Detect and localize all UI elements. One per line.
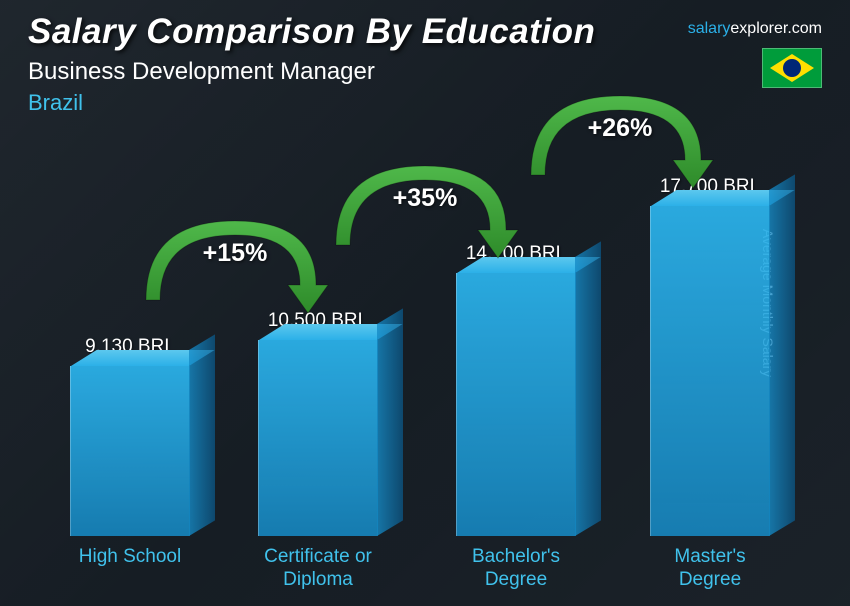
source-prefix: salary (688, 20, 731, 37)
arrow-icon (525, 90, 715, 200)
flag-circle (783, 59, 801, 77)
increase-percent: +26% (588, 114, 653, 143)
bar-chart: 9,130 BRLHigh School 10,500 BRLCertificat… (40, 120, 800, 606)
bar-column: 17,700 BRLMaster's Degree (650, 176, 770, 536)
source-suffix: explorer.com (730, 20, 822, 37)
arrow-icon (330, 160, 520, 270)
chart-subtitle: Business Development Manager (28, 58, 822, 86)
increase-percent: +15% (203, 239, 268, 268)
increase-percent: +35% (393, 184, 458, 213)
brazil-flag-icon (762, 48, 822, 88)
bar-category-label: Bachelor's Degree (456, 546, 576, 592)
increase-arrow: +35% (330, 160, 520, 270)
bar (456, 273, 576, 536)
bar-category-label: Master's Degree (650, 546, 770, 592)
bar-category-label: High School (70, 546, 190, 569)
bar-column: 14,100 BRLBachelor's Degree (456, 243, 576, 536)
increase-arrow: +26% (525, 90, 715, 200)
increase-arrow: +15% (140, 215, 330, 325)
bar (650, 206, 770, 536)
bar (70, 366, 190, 536)
flag-diamond (770, 54, 814, 82)
bar-column: 9,130 BRLHigh School (70, 336, 190, 536)
bar-column: 10,500 BRLCertificate or Diploma (258, 310, 378, 536)
bar (258, 340, 378, 536)
bar-category-label: Certificate or Diploma (258, 546, 378, 592)
source-watermark: salaryexplorer.com (688, 20, 822, 38)
arrow-icon (140, 215, 330, 325)
